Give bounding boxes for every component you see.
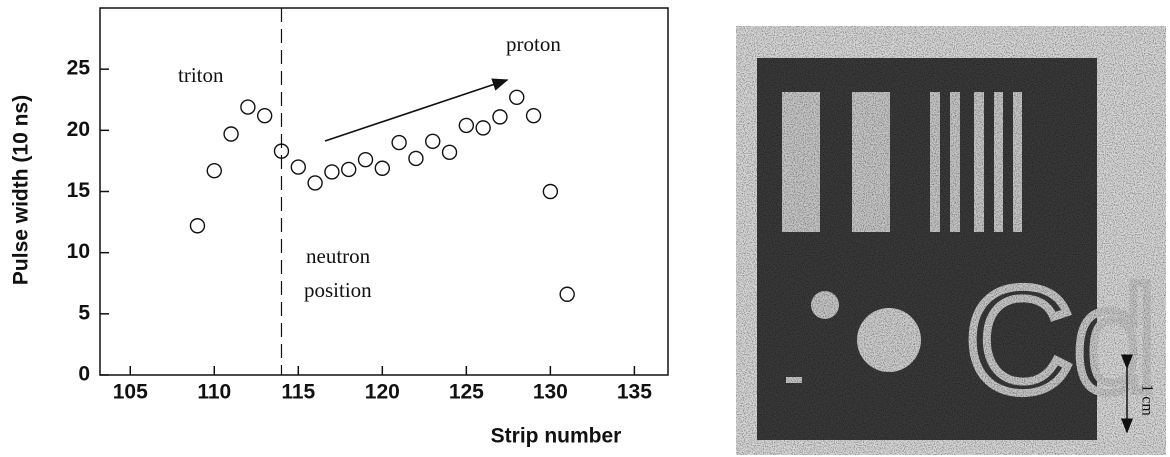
data-point xyxy=(307,175,323,191)
x-tick-label: 115 xyxy=(281,381,315,404)
data-point xyxy=(492,109,508,125)
data-point xyxy=(559,286,575,302)
data-point xyxy=(441,144,458,161)
data-point xyxy=(391,134,407,151)
scale-label: 1 cm xyxy=(1138,384,1155,416)
scatter-chart: Strip number Pulse width (10 ns) 105 110 1… xyxy=(10,7,669,448)
annotation: proton xyxy=(506,32,561,56)
annotation: position xyxy=(304,278,372,302)
data-point xyxy=(357,151,374,168)
y-tick-label: 15 xyxy=(67,179,91,202)
trend-arrow xyxy=(324,78,509,142)
data-point xyxy=(425,133,441,150)
image-noise xyxy=(736,26,1166,455)
x-tick-label: 105 xyxy=(113,381,148,404)
data-point xyxy=(273,143,290,159)
annotation: triton xyxy=(178,63,224,87)
data-point xyxy=(189,218,206,234)
data-point xyxy=(509,89,525,106)
y-tick-label: 25 xyxy=(67,57,91,80)
data-point xyxy=(324,164,340,180)
data-point xyxy=(206,163,222,179)
data-point xyxy=(542,183,559,200)
data-point xyxy=(458,117,475,134)
x-tick-label: 120 xyxy=(365,381,400,404)
x-tick-label: 125 xyxy=(449,381,484,404)
y-tick-label: 20 xyxy=(67,118,90,141)
x-tick-label: 130 xyxy=(533,381,568,404)
data-point xyxy=(256,107,273,124)
data-point xyxy=(223,126,239,142)
data-point xyxy=(475,120,491,136)
data-point xyxy=(240,99,256,115)
data-point xyxy=(525,107,542,124)
data-point xyxy=(341,161,357,178)
x-tick-label: 135 xyxy=(617,381,652,404)
neutron-image: Cd 1 cm xyxy=(736,26,1166,455)
annotation: neutron xyxy=(306,244,371,268)
y-tick-label: 0 xyxy=(78,363,90,386)
data-point xyxy=(408,150,424,167)
y-tick-label: 5 xyxy=(78,301,90,324)
y-tick-label: 10 xyxy=(67,240,90,263)
x-tick-label: 110 xyxy=(197,381,231,404)
x-axis-label: Strip number xyxy=(491,425,622,448)
data-point xyxy=(374,160,391,176)
data-point xyxy=(290,159,306,175)
y-axis-label: Pulse width (10 ns) xyxy=(10,95,33,285)
